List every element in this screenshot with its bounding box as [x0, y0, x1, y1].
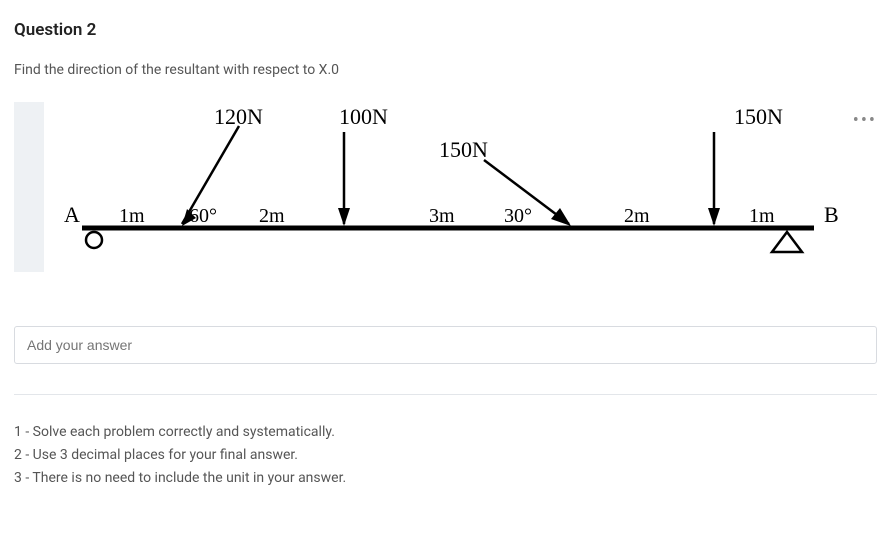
span-3m: 3m — [429, 205, 455, 227]
force-150a-head — [551, 208, 571, 226]
answer-input[interactable] — [14, 326, 877, 364]
beam-diagram: A B 1m 60° 2m 3m 30° 2m 1m 120N 100N 150… — [14, 102, 874, 272]
instruction-line-1: 1 - Solve each problem correctly and sys… — [14, 421, 877, 444]
angle-30: 30° — [504, 205, 532, 227]
diagram-container: ••• A B 1m 60° 2m 3m 30° 2m 1m 120N 100N… — [14, 102, 877, 302]
label-a: A — [64, 202, 80, 227]
question-prompt: Find the direction of the resultant with… — [14, 62, 877, 78]
support-a-icon — [86, 232, 102, 248]
label-b: B — [824, 202, 839, 227]
force-120-label: 120N — [214, 104, 263, 129]
span-2m-2: 2m — [624, 205, 650, 227]
force-150a-label: 150N — [439, 137, 488, 162]
span-1m-2: 1m — [749, 205, 775, 227]
diagram-bg-strip — [14, 102, 44, 272]
divider — [14, 394, 877, 395]
force-100-head — [338, 208, 350, 226]
support-b-icon — [772, 232, 802, 252]
instruction-line-3: 3 - There is no need to include the unit… — [14, 467, 877, 490]
question-title: Question 2 — [14, 20, 877, 40]
force-150b-head — [708, 208, 720, 226]
more-options-icon[interactable]: ••• — [853, 110, 877, 131]
span-1m-1: 1m — [119, 205, 145, 227]
instructions-block: 1 - Solve each problem correctly and sys… — [14, 421, 877, 490]
span-2m-1: 2m — [259, 205, 285, 227]
force-100-label: 100N — [339, 104, 388, 129]
instruction-line-2: 2 - Use 3 decimal places for your final … — [14, 444, 877, 467]
force-150b-label: 150N — [734, 104, 783, 129]
